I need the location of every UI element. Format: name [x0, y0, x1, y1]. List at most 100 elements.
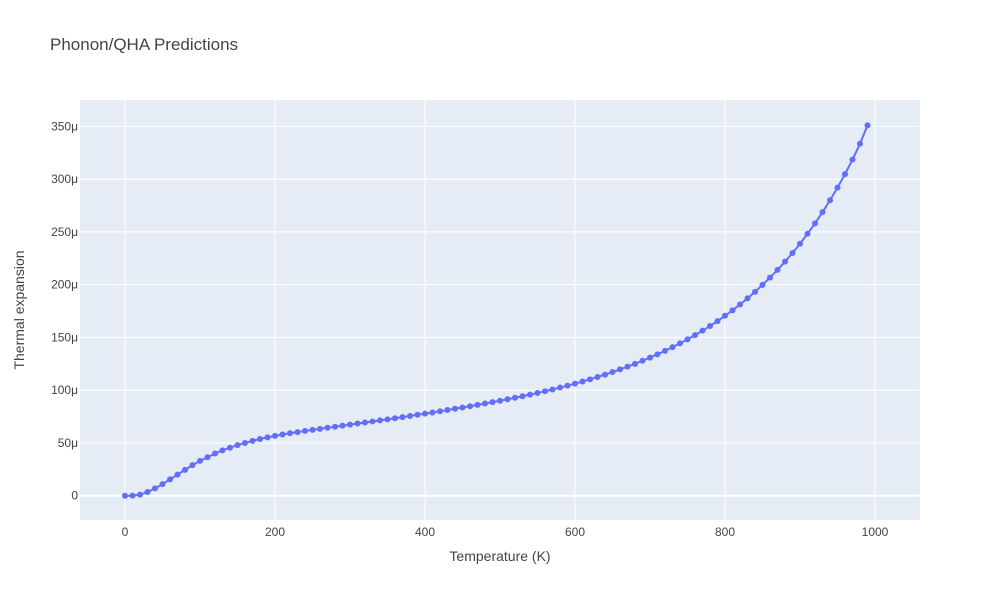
data-point[interactable] — [174, 471, 181, 478]
data-point[interactable] — [354, 420, 361, 427]
data-point[interactable] — [159, 481, 166, 488]
data-point[interactable] — [459, 404, 466, 411]
data-point[interactable] — [624, 363, 631, 370]
data-point[interactable] — [782, 258, 788, 265]
data-point[interactable] — [557, 384, 563, 391]
data-point[interactable] — [339, 422, 346, 429]
data-point[interactable] — [122, 492, 128, 499]
data-point[interactable] — [429, 409, 436, 416]
data-point[interactable] — [182, 466, 188, 473]
data-point[interactable] — [227, 444, 233, 451]
data-point[interactable] — [564, 382, 571, 389]
data-point[interactable] — [797, 240, 803, 247]
data-point[interactable] — [812, 220, 818, 227]
data-point[interactable] — [819, 209, 826, 216]
data-point[interactable] — [669, 344, 676, 351]
data-point[interactable] — [279, 431, 286, 438]
data-point[interactable] — [684, 336, 691, 343]
data-point[interactable] — [437, 408, 443, 415]
data-point[interactable] — [362, 419, 368, 426]
data-point[interactable] — [204, 454, 211, 461]
data-point[interactable] — [167, 476, 173, 483]
data-point[interactable] — [699, 327, 706, 334]
data-point[interactable] — [219, 447, 226, 454]
data-point[interactable] — [399, 414, 406, 421]
data-point[interactable] — [504, 396, 511, 403]
data-point[interactable] — [647, 354, 653, 361]
data-point[interactable] — [527, 391, 533, 398]
data-point[interactable] — [827, 197, 833, 204]
data-point[interactable] — [737, 301, 743, 308]
data-point[interactable] — [272, 432, 278, 439]
data-point[interactable] — [467, 403, 473, 410]
data-point[interactable] — [152, 485, 158, 492]
data-point[interactable] — [594, 374, 601, 381]
data-point[interactable] — [639, 357, 646, 364]
data-point[interactable] — [257, 435, 263, 442]
data-point[interactable] — [347, 421, 353, 428]
data-point[interactable] — [189, 462, 196, 469]
data-point[interactable] — [264, 434, 271, 441]
data-point[interactable] — [444, 407, 451, 414]
data-point[interactable] — [422, 410, 428, 417]
data-point[interactable] — [864, 122, 871, 129]
data-point[interactable] — [572, 380, 578, 387]
data-point[interactable] — [242, 439, 248, 446]
data-point[interactable] — [744, 295, 751, 302]
data-point[interactable] — [482, 400, 488, 407]
data-point[interactable] — [752, 288, 758, 295]
data-point[interactable] — [834, 184, 841, 191]
data-point[interactable] — [369, 418, 376, 425]
data-point[interactable] — [512, 394, 518, 401]
data-point[interactable] — [774, 266, 781, 273]
data-point[interactable] — [392, 415, 398, 422]
data-point[interactable] — [602, 371, 608, 378]
data-point[interactable] — [332, 423, 338, 430]
data-point[interactable] — [489, 399, 496, 406]
data-point[interactable] — [407, 412, 413, 419]
data-point[interactable] — [609, 369, 616, 376]
data-point[interactable] — [137, 491, 143, 498]
data-point[interactable] — [317, 425, 323, 432]
data-point[interactable] — [804, 230, 811, 237]
data-point[interactable] — [309, 426, 316, 433]
data-point[interactable] — [632, 360, 638, 367]
data-point[interactable] — [144, 489, 151, 496]
data-point[interactable] — [294, 429, 301, 436]
data-point[interactable] — [579, 378, 586, 385]
data-point[interactable] — [677, 340, 683, 347]
data-point[interactable] — [722, 312, 728, 319]
data-point[interactable] — [707, 323, 713, 330]
data-point[interactable] — [729, 307, 736, 314]
data-point[interactable] — [842, 171, 848, 178]
data-point[interactable] — [414, 411, 421, 418]
data-point[interactable] — [129, 492, 136, 499]
data-point[interactable] — [692, 332, 698, 339]
data-point[interactable] — [302, 427, 308, 434]
data-point[interactable] — [789, 250, 796, 257]
data-point[interactable] — [759, 281, 766, 288]
data-point[interactable] — [587, 376, 593, 383]
data-point[interactable] — [474, 401, 481, 408]
data-point[interactable] — [534, 389, 541, 396]
data-point[interactable] — [617, 366, 623, 373]
data-point[interactable] — [197, 457, 203, 464]
data-point[interactable] — [452, 405, 458, 412]
data-point[interactable] — [542, 388, 548, 395]
data-point[interactable] — [714, 318, 721, 325]
data-point[interactable] — [287, 430, 293, 437]
data-point[interactable] — [654, 351, 661, 358]
data-point[interactable] — [857, 140, 863, 147]
data-point[interactable] — [324, 424, 331, 431]
data-point[interactable] — [767, 274, 773, 281]
data-point[interactable] — [377, 417, 383, 424]
data-point[interactable] — [384, 416, 391, 423]
data-point[interactable] — [849, 156, 856, 163]
data-point[interactable] — [519, 393, 526, 400]
data-point[interactable] — [212, 450, 218, 457]
data-point[interactable] — [249, 437, 256, 444]
data-point[interactable] — [549, 386, 556, 393]
data-point[interactable] — [662, 347, 668, 354]
data-point[interactable] — [234, 442, 241, 449]
data-point[interactable] — [497, 397, 503, 404]
